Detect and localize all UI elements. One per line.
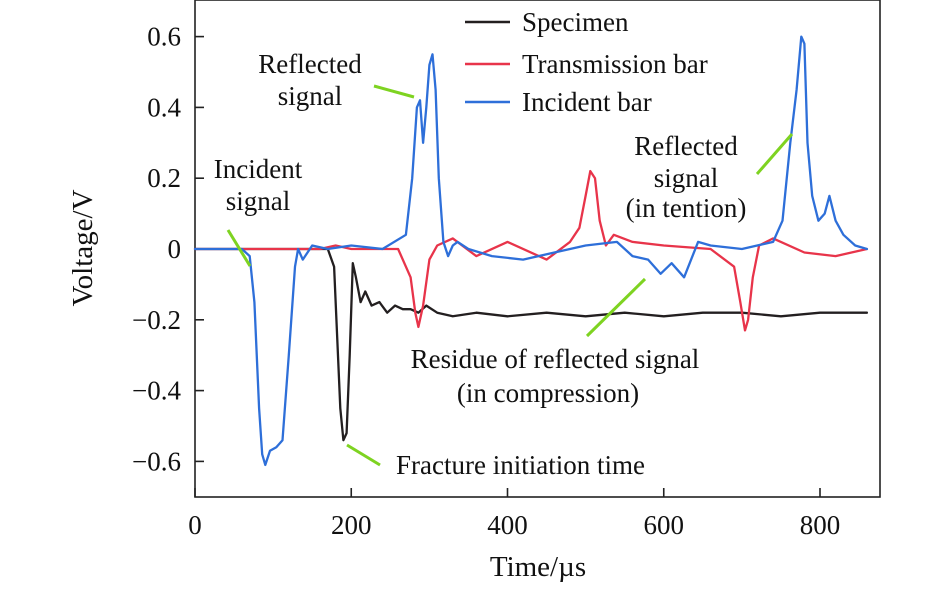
y-tick-label: −0.6: [132, 446, 181, 476]
annotation-incident-line1: Incident: [214, 154, 303, 184]
reflected-leader: [373, 84, 415, 99]
axis-ticks: 0 200 400 600 800 0.6 0.4 0.2 0 −0.2 −0.4 −0.6: [132, 22, 840, 540]
y-tick-label: −0.2: [132, 305, 181, 335]
series-layer: [193, 35, 869, 467]
fracture-leader: [346, 443, 381, 467]
annotation-reflected-line1: Reflected: [258, 49, 362, 79]
y-tick-label: −0.4: [132, 376, 181, 406]
y-tick-label: 0.6: [147, 22, 181, 52]
annotation-tension-line3: (in tention): [626, 193, 747, 223]
legend: Specimen Transmission bar Incident bar: [465, 7, 708, 117]
annotation-residue-line2: (in compression): [457, 378, 639, 408]
legend-label-specimen: Specimen: [522, 7, 629, 37]
annotation-residue-line1: Residue of reflected signal: [411, 344, 700, 374]
series-line-transmission-bar: [193, 169, 869, 332]
x-tick-label: 600: [644, 510, 685, 540]
residue-leader: [585, 277, 647, 338]
annotation-incident-line2: signal: [226, 186, 291, 216]
x-tick-label: 400: [487, 510, 528, 540]
incident-leader: [226, 229, 252, 267]
y-axis-label: Voltage/V: [67, 189, 99, 306]
x-axis-label: Time/µs: [490, 551, 586, 583]
annotation-fracture: Fracture initiation time: [396, 450, 645, 480]
x-tick-label: 200: [331, 510, 372, 540]
legend-label-incident: Incident bar: [522, 87, 652, 117]
y-tick-label: 0.2: [147, 163, 181, 193]
series-line-incident-bar: [193, 35, 869, 467]
legend-label-transmission: Transmission bar: [522, 49, 708, 79]
annotation-tension-line1: Reflected: [634, 131, 738, 161]
y-tick-label: 0: [168, 234, 182, 264]
x-tick-label: 0: [188, 510, 202, 540]
y-tick-label: 0.4: [147, 92, 181, 122]
annotation-tension-line2: signal: [654, 163, 719, 193]
x-tick-label: 800: [800, 510, 841, 540]
reflected-tension-leader: [755, 133, 794, 175]
annotation-reflected-line2: signal: [278, 81, 343, 111]
series-line-specimen: [193, 247, 869, 442]
